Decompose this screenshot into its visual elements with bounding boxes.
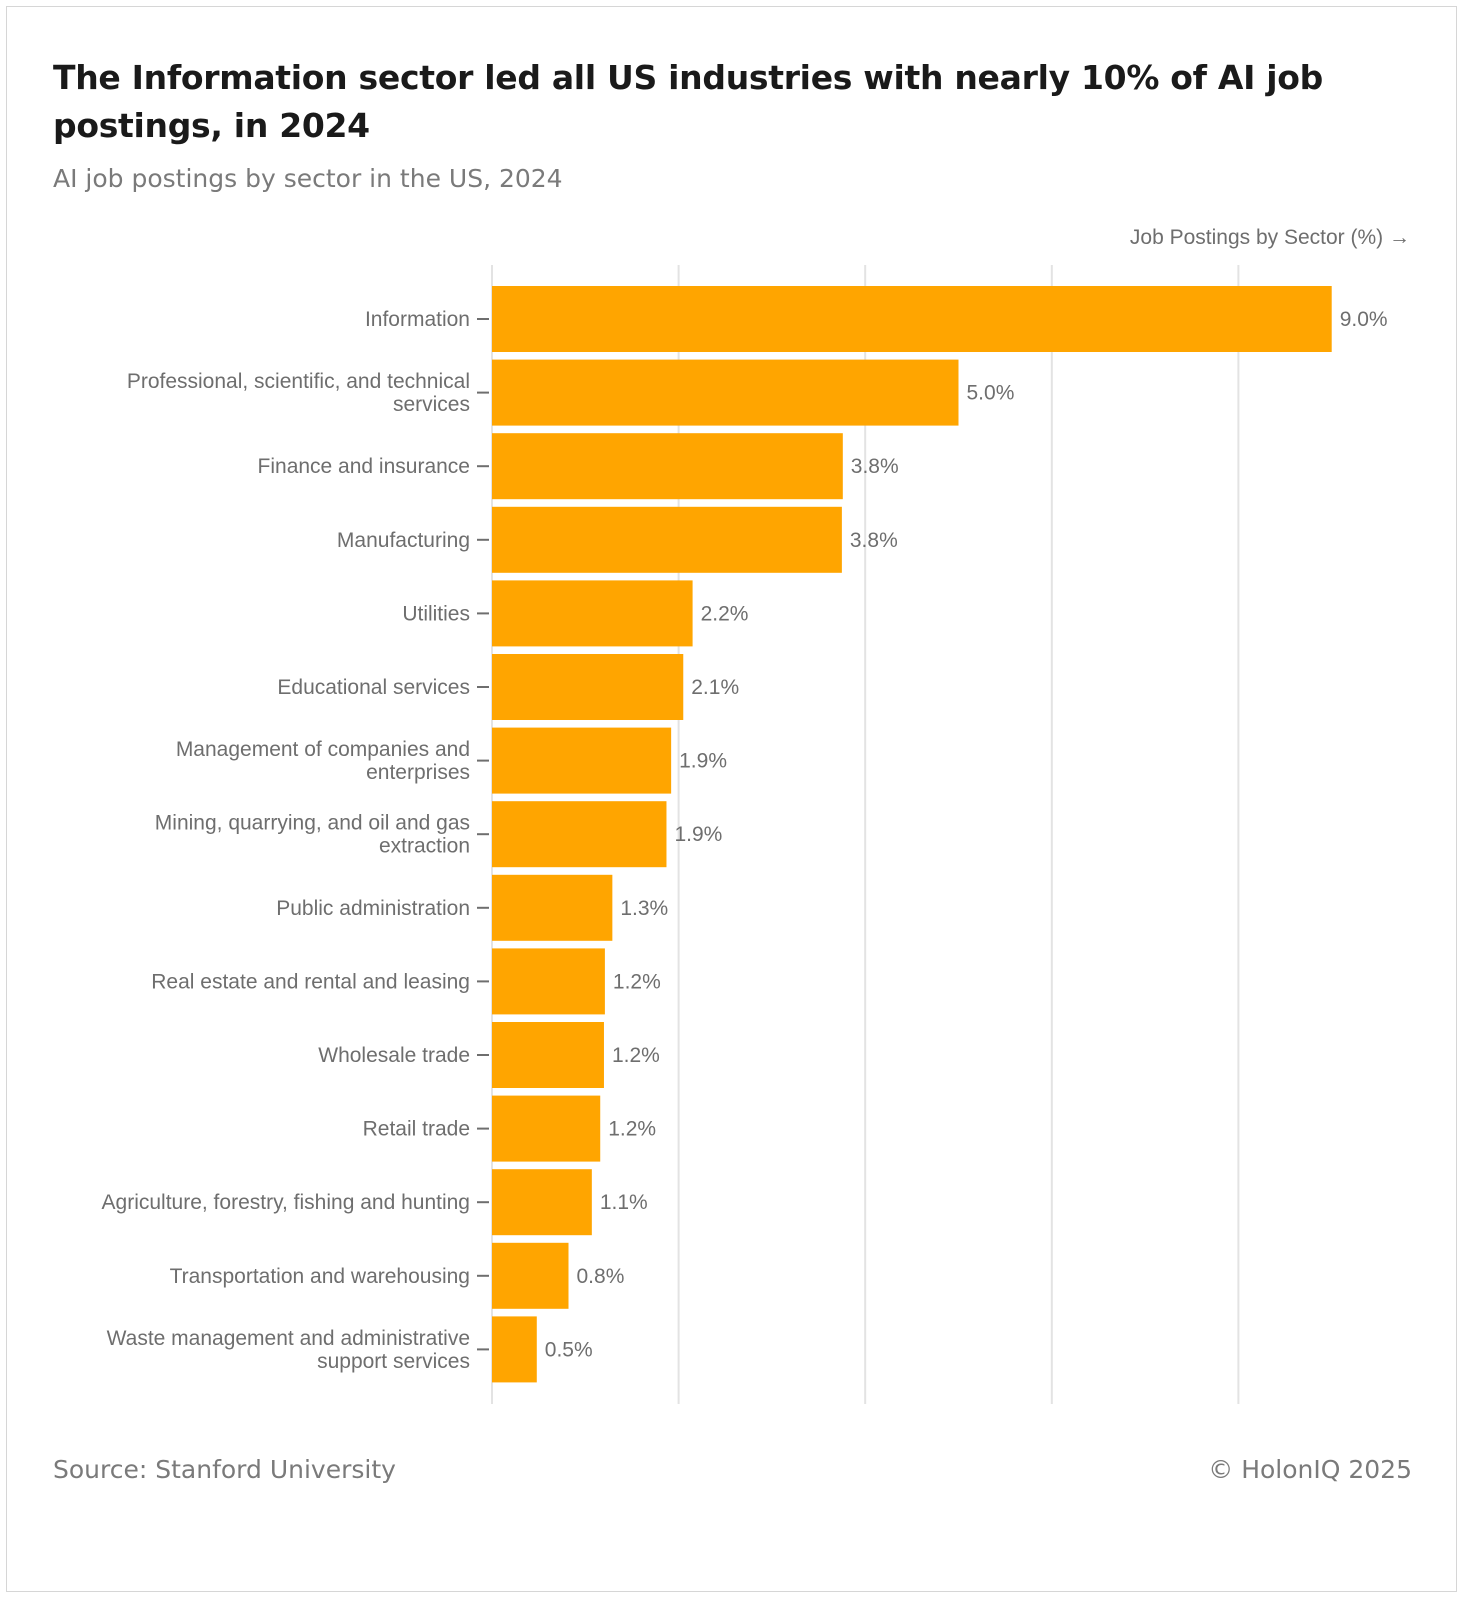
category-label-9: Real estate and rental and leasing (151, 970, 470, 993)
category-label-11: Retail trade (363, 1118, 470, 1141)
data-labels: 9.0% 5.0% 3.8% 3.8% 2.2% 2.1% 1.9% 1.9% 1.3% 1.2%… (545, 308, 1388, 1361)
category-label-14-line-0: Waste management and administrative (107, 1327, 470, 1350)
chart-subtitle: AI job postings by sector in the US, 202… (53, 164, 563, 193)
chart-card (6, 6, 1457, 1592)
category-label-3: Manufacturing (337, 529, 470, 552)
data-label-8: 1.3% (620, 897, 668, 920)
bar-3 (492, 506, 842, 573)
data-label-3: 3.8% (850, 529, 898, 552)
x-axis-title: Job Postings by Sector (%) → (1130, 226, 1410, 249)
bar-14 (492, 1316, 537, 1383)
category-label-10: Wholesale trade (318, 1044, 470, 1067)
data-label-14: 0.5% (545, 1338, 593, 1361)
data-label-13: 0.8% (577, 1265, 625, 1288)
bar-4 (492, 580, 693, 647)
bar-8 (492, 874, 613, 941)
category-label-7-line-1: extraction (379, 835, 470, 858)
data-label-7: 1.9% (674, 823, 722, 846)
data-label-11: 1.2% (608, 1118, 656, 1141)
data-label-1: 5.0% (967, 382, 1015, 405)
category-label-6-line-1: enterprises (366, 761, 470, 784)
data-label-12: 1.1% (600, 1191, 648, 1214)
chart-title: The Information sector led all US indust… (53, 58, 1323, 145)
category-label-5: Educational services (277, 676, 470, 699)
bar-9 (492, 948, 605, 1015)
category-label-2: Finance and insurance (258, 455, 470, 478)
category-label-1-line-0: Professional, scientific, and technical (127, 370, 470, 393)
bar-11 (492, 1095, 601, 1162)
category-label-1-line-1: services (393, 393, 470, 416)
bar-6 (492, 727, 672, 794)
bar-0 (492, 286, 1332, 352)
category-label-14-line-1: support services (317, 1350, 470, 1373)
category-labels: Information Professional, scientific, and… (102, 308, 470, 1373)
copyright-note: © HolonIQ 2025 (1208, 1455, 1412, 1484)
category-label-6-line-0: Management of companies and (176, 738, 470, 761)
category-label-7-line-0: Mining, quarrying, and oil and gas (155, 812, 470, 835)
source-note: Source: Stanford University (53, 1455, 396, 1484)
data-label-10: 1.2% (612, 1044, 660, 1067)
data-label-0: 9.0% (1340, 308, 1388, 331)
bar-7 (492, 801, 667, 868)
bars (492, 286, 1332, 1383)
y-axis-ticks (477, 318, 489, 1351)
data-label-4: 2.2% (701, 602, 749, 625)
category-label-4: Utilities (402, 602, 470, 625)
data-label-2: 3.8% (851, 455, 899, 478)
data-label-5: 2.1% (691, 676, 739, 699)
bar-5 (492, 654, 684, 720)
category-label-8: Public administration (276, 897, 470, 920)
category-label-12: Agriculture, forestry, fishing and hunti… (102, 1191, 470, 1214)
data-label-6: 1.9% (679, 750, 727, 773)
category-label-13: Transportation and warehousing (170, 1265, 470, 1288)
bar-1 (492, 359, 959, 426)
bar-12 (492, 1169, 592, 1236)
category-label-0: Information (365, 308, 470, 331)
bar-13 (492, 1242, 569, 1309)
data-label-9: 1.2% (613, 970, 661, 993)
bar-2 (492, 433, 843, 500)
bar-10 (492, 1022, 604, 1088)
